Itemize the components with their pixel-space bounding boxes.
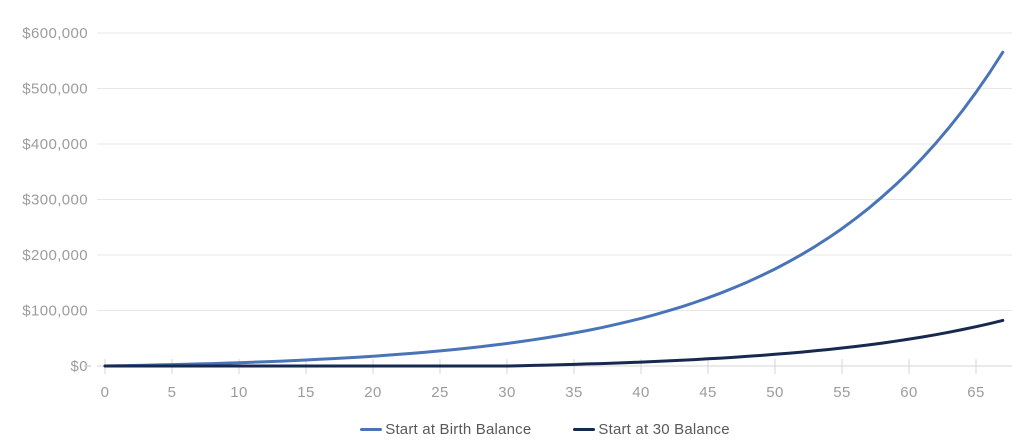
- x-tick-label: 5: [168, 384, 177, 401]
- y-tick-label: $200,000: [22, 247, 88, 264]
- x-tick-label: 65: [967, 384, 985, 401]
- y-tick-label: $0: [71, 358, 89, 375]
- x-tick-label: 35: [565, 384, 583, 401]
- legend-item: Start at 30 Balance: [573, 420, 730, 438]
- legend-item: Start at Birth Balance: [360, 421, 531, 438]
- x-tick-label: 40: [632, 384, 650, 401]
- x-tick-label: 50: [766, 384, 784, 401]
- x-tick-label: 0: [101, 384, 110, 401]
- legend-line-swatch: [573, 427, 596, 431]
- series-line-start-at-30: [103, 318, 1005, 368]
- legend: Start at Birth Balance Start at 30 Balanc…: [0, 414, 1024, 444]
- x-tick-label: 30: [498, 384, 516, 401]
- x-tick-label: 45: [699, 384, 717, 401]
- legend-line-swatch: [360, 427, 383, 431]
- y-tick-label: $600,000: [22, 25, 88, 42]
- y-tick-label: $400,000: [22, 136, 88, 153]
- x-tick-label: 60: [900, 384, 918, 401]
- y-tick-label: $100,000: [22, 303, 88, 320]
- x-tick-label: 25: [431, 384, 449, 401]
- legend-label: Start at Birth Balance: [385, 420, 532, 438]
- plot-area: $600,000 $500,000 $400,000 $300,000 $200,000…: [22, 25, 1012, 401]
- x-tick-label: 15: [297, 384, 315, 401]
- y-tick-label: $500,000: [22, 81, 88, 98]
- x-tick-label: 55: [833, 384, 851, 401]
- x-tick-label: 20: [364, 384, 382, 401]
- legend-label: Start at 30 Balance: [598, 420, 730, 438]
- y-tick-label: $300,000: [22, 192, 88, 209]
- series-line-start-at-birth: [103, 50, 1005, 368]
- x-tick-label: 10: [230, 384, 248, 401]
